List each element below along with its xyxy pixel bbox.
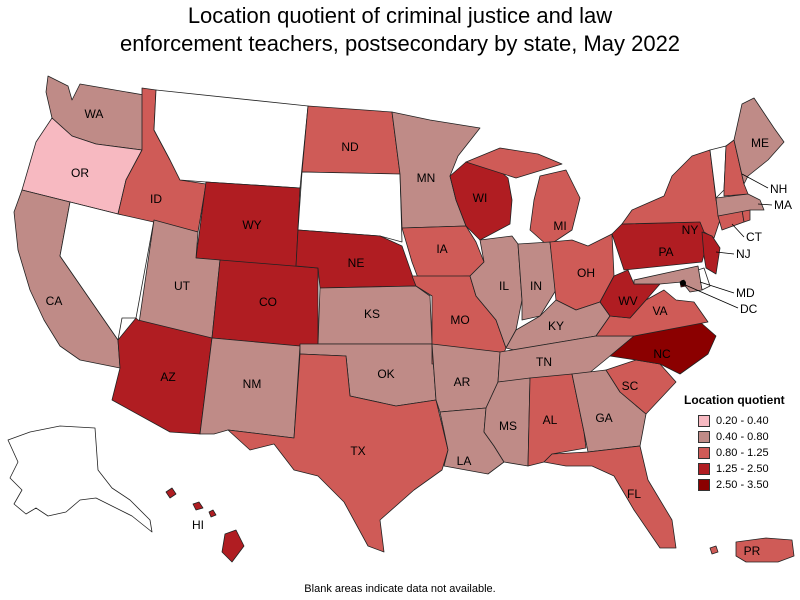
map-title-line-2: enforcement teachers, postsecondary by s… xyxy=(119,31,681,56)
label-sc: SC xyxy=(622,379,639,393)
state-mt[interactable] xyxy=(153,89,309,189)
legend-label: 0.40 - 0.80 xyxy=(716,431,769,443)
label-co: CO xyxy=(259,295,277,309)
legend-label: 0.80 - 1.25 xyxy=(716,447,769,459)
label-la: LA xyxy=(457,454,472,468)
legend: Location quotient 0.20 - 0.40 0.40 - 0.8… xyxy=(684,393,796,493)
label-ct: CT xyxy=(746,230,763,244)
dc-marker xyxy=(680,280,686,286)
label-mn: MN xyxy=(417,171,436,185)
legend-swatch xyxy=(698,431,710,443)
label-mi: MI xyxy=(553,219,566,233)
label-il: IL xyxy=(499,279,509,293)
label-oh: OH xyxy=(577,266,595,280)
state-tx[interactable] xyxy=(227,353,449,553)
state-me[interactable] xyxy=(733,97,785,185)
state-pr-island[interactable] xyxy=(709,545,719,555)
label-ky: KY xyxy=(548,319,564,333)
label-wa: WA xyxy=(85,107,104,121)
state-nc[interactable] xyxy=(609,321,717,375)
label-id: ID xyxy=(150,192,162,206)
legend-swatch xyxy=(698,479,710,491)
legend-swatch xyxy=(698,415,710,427)
label-hi: HI xyxy=(192,518,204,532)
label-tx: TX xyxy=(350,444,365,458)
label-ia: IA xyxy=(436,242,447,256)
state-fl[interactable] xyxy=(543,445,677,549)
state-mi[interactable] xyxy=(465,147,581,247)
label-nd: ND xyxy=(341,140,359,154)
label-ks: KS xyxy=(364,307,380,321)
label-wv: WV xyxy=(618,294,637,308)
label-ma: MA xyxy=(774,198,792,212)
label-ms: MS xyxy=(499,419,517,433)
state-labels: WA OR CA ID WY UT AZ CO NM ND NE KS OK T… xyxy=(46,107,792,558)
label-me: ME xyxy=(751,136,769,150)
legend-swatch xyxy=(698,463,710,475)
label-md: MD xyxy=(736,286,755,300)
label-fl: FL xyxy=(627,487,641,501)
state-sd[interactable] xyxy=(297,171,403,243)
label-in: IN xyxy=(530,279,542,293)
label-leader-lines xyxy=(682,173,773,309)
label-nc: NC xyxy=(653,347,671,361)
legend-label: 2.50 - 3.50 xyxy=(716,479,769,491)
label-ga: GA xyxy=(595,411,612,425)
state-ks[interactable] xyxy=(317,285,433,345)
footnote: Blank areas indicate data not available. xyxy=(304,583,496,595)
label-va: VA xyxy=(652,304,667,318)
label-ne: NE xyxy=(348,256,365,270)
label-pr: PR xyxy=(744,544,761,558)
label-nh: NH xyxy=(770,182,787,196)
legend-label: 0.20 - 0.40 xyxy=(716,415,769,427)
state-pr[interactable] xyxy=(735,537,795,563)
state-ak[interactable] xyxy=(7,425,153,533)
legend-swatch xyxy=(698,447,710,459)
label-ar: AR xyxy=(454,375,471,389)
map-title: Location quotient of criminal justice an… xyxy=(0,2,800,58)
label-ut: UT xyxy=(174,279,191,293)
label-wy: WY xyxy=(242,218,261,232)
legend-item: 2.50 - 3.50 xyxy=(684,477,796,493)
legend-item: 0.20 - 0.40 xyxy=(684,413,796,429)
label-nj: NJ xyxy=(736,247,751,261)
legend-item: 0.40 - 0.80 xyxy=(684,429,796,445)
state-nj[interactable] xyxy=(701,231,721,275)
label-ca: CA xyxy=(46,294,63,308)
map-title-line-1: Location quotient of criminal justice an… xyxy=(187,3,613,28)
label-or: OR xyxy=(71,166,89,180)
label-al: AL xyxy=(543,413,558,427)
label-ok: OK xyxy=(377,367,394,381)
label-tn: TN xyxy=(536,355,552,369)
label-pa: PA xyxy=(658,245,673,259)
label-mo: MO xyxy=(450,313,469,327)
label-wi: WI xyxy=(473,191,488,205)
legend-item: 0.80 - 1.25 xyxy=(684,445,796,461)
state-hi[interactable] xyxy=(165,487,245,563)
legend-title: Location quotient xyxy=(684,393,785,407)
label-ny: NY xyxy=(682,223,699,237)
label-dc: DC xyxy=(740,302,758,316)
legend-item: 1.25 - 2.50 xyxy=(684,461,796,477)
label-az: AZ xyxy=(160,370,175,384)
legend-label: 1.25 - 2.50 xyxy=(716,463,769,475)
label-nm: NM xyxy=(243,377,262,391)
